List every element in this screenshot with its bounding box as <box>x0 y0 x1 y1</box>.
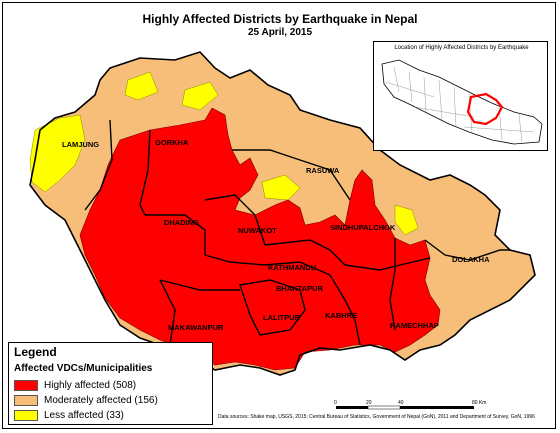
label-kabhre: KABHRE <box>325 311 357 320</box>
label-sindhupalchok: SINDHUPALCHOK <box>330 223 396 232</box>
location-inset: Location of Highly Affected Districts by… <box>373 41 548 151</box>
scale-tick-80: 80 Km <box>472 400 486 406</box>
scale-seg-2 <box>367 405 401 410</box>
scale-seg-1 <box>336 406 368 409</box>
scale-tick-40: 40 <box>398 400 404 406</box>
label-dhading: DHADING <box>164 218 199 227</box>
outer-boundary <box>29 51 536 376</box>
district-boundaries <box>84 119 510 346</box>
nepal-outline <box>381 59 543 145</box>
legend-subtitle: Affected VDCs/Municipalities <box>14 363 153 374</box>
label-bhaktapur: BHAKTAPUR <box>276 284 324 293</box>
inset-map <box>381 59 543 145</box>
legend-item-high: Highly affected (508) <box>14 379 136 391</box>
legend-swatch-moderate <box>14 394 38 406</box>
highlight-region <box>466 92 504 126</box>
scale-bar: 0 20 40 80 Km <box>334 400 486 410</box>
legend-label-moderate: Moderately affected (156) <box>44 394 158 406</box>
scale-tick-20: 20 <box>366 400 372 406</box>
scale-seg-3 <box>400 406 474 409</box>
label-rasuwa: RASUWA <box>306 166 340 175</box>
map-title: Highly Affected Districts by Earthquake … <box>142 12 418 26</box>
legend-title: Legend <box>14 345 57 359</box>
legend-swatch-high <box>14 379 38 391</box>
region-less-north-gorkha <box>124 71 159 101</box>
legend-label-high: Highly affected (508) <box>44 379 137 391</box>
region-less-lamjung <box>29 114 86 193</box>
inset-title: Location of Highly Affected Districts by… <box>394 45 529 51</box>
data-source-note: Data sources: Shake map, USGS, 2015; Cen… <box>218 414 535 420</box>
label-kathmandu: KATHMANDU <box>268 263 316 272</box>
legend-label-less: Less affected (33) <box>44 409 124 421</box>
label-lamjung: LAMJUNG <box>62 140 99 149</box>
label-nuwakot: NUWAKOT <box>238 226 277 235</box>
legend-swatch-less <box>14 409 38 421</box>
label-ramechhap: RAMECHHAP <box>390 321 439 330</box>
legend-item-moderate: Moderately affected (156) <box>14 394 158 406</box>
scale-tick-0: 0 <box>334 400 337 406</box>
label-dolakha: DOLAKHA <box>452 255 490 264</box>
region-less-north-gorkha-2 <box>181 81 219 111</box>
legend-item-less: Less affected (33) <box>14 409 124 421</box>
label-gorkha: GORKHA <box>155 138 189 147</box>
region-less-rasuwa <box>261 174 301 201</box>
label-lalitpur: LALITPUR <box>263 313 301 322</box>
map-subtitle: 25 April, 2015 <box>247 27 313 38</box>
region-less-dolakha <box>394 204 419 236</box>
label-makawanpur: MAKAWANPUR <box>168 323 224 332</box>
legend: Legend Affected VDCs/Municipalities High… <box>8 342 213 425</box>
map-frame <box>2 2 556 429</box>
